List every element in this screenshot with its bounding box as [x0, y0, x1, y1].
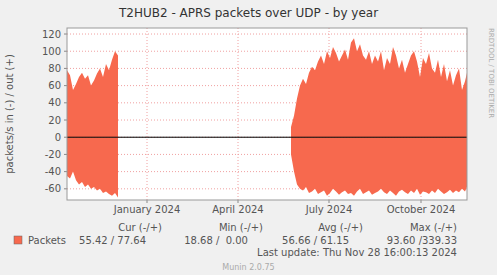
background: [0, 0, 497, 275]
tick-label: 80: [48, 63, 61, 74]
grid-line: [67, 51, 467, 52]
tick-label: 120: [42, 29, 61, 40]
stats-header: Avg (-/+): [318, 222, 363, 233]
stats-value: 55.42 / 77.64: [79, 235, 146, 246]
plot-area: [67, 28, 467, 200]
tick-label: 100: [42, 46, 61, 57]
chart: T2HUB2 - APRS packets over UDP - by year…: [0, 0, 497, 275]
tick-label: 20: [48, 115, 61, 126]
tick-label: -60: [45, 183, 61, 194]
last-update: Last update: Thu Nov 28 16:00:13 2024: [257, 247, 457, 258]
stats-header: Min (-/+): [219, 222, 263, 233]
area-out: [67, 38, 467, 137]
stats-value: 93.60 /339.33: [387, 235, 457, 246]
tick-label: 40: [48, 97, 61, 108]
plot-frame: [67, 28, 467, 200]
tick-label: July 2024: [305, 204, 353, 215]
grid-line: [238, 28, 239, 200]
grid-line: [67, 34, 467, 35]
tick-label: -20: [45, 149, 61, 160]
tick-label: 60: [48, 80, 61, 91]
legend-label: Packets: [28, 235, 66, 246]
stats-header: Cur (-/+): [118, 222, 162, 233]
legend-swatch: [14, 236, 22, 244]
watermark: RRDTOOL / TOBI OETIKER: [487, 28, 495, 118]
plot-marks: [67, 38, 467, 197]
tick-label: 0: [55, 132, 61, 143]
tick-label: January 2024: [113, 204, 181, 215]
stats-header: Max (-/+): [410, 222, 457, 233]
area-in: [67, 137, 467, 197]
grid-line: [147, 28, 148, 200]
tick-label: April 2024: [212, 204, 263, 215]
tick-label: October 2024: [387, 204, 456, 215]
y-axis-label: packets/s in (-) / out (+): [4, 54, 15, 174]
footer: Munin 2.0.75: [222, 263, 274, 272]
stats-value: 18.68 / 0.00: [184, 235, 248, 246]
zero-line: [67, 137, 467, 138]
title: T2HUB2 - APRS packets over UDP - by year: [118, 6, 378, 20]
stats-value: 56.66 / 61.15: [282, 235, 349, 246]
grid-line: [67, 137, 467, 138]
tick-label: -40: [45, 166, 61, 177]
